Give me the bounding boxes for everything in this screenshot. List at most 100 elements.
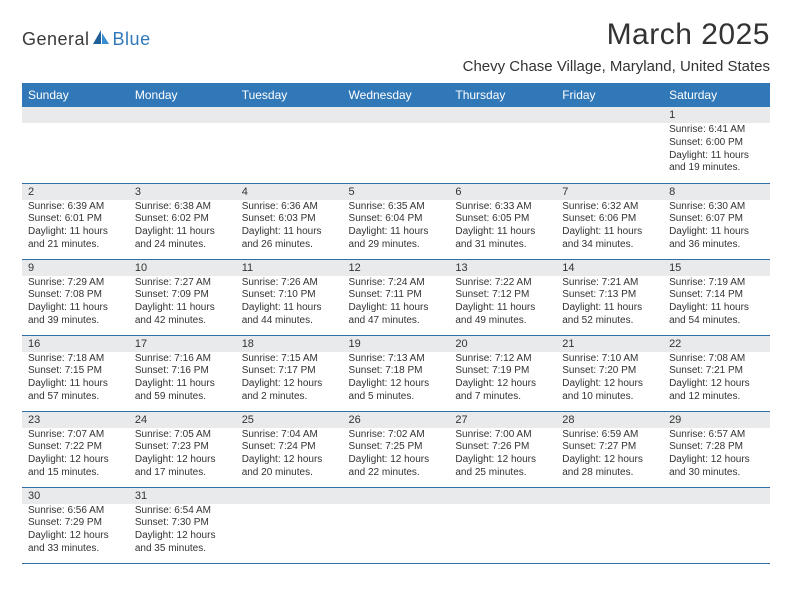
day-info: Sunrise: 6:41 AMSunset: 6:00 PMDaylight:… [663, 123, 770, 177]
day-cell: 16Sunrise: 7:18 AMSunset: 7:15 PMDayligh… [22, 335, 129, 411]
dayhead-monday: Monday [129, 83, 236, 107]
day-cell: 12Sunrise: 7:24 AMSunset: 7:11 PMDayligh… [343, 259, 450, 335]
day-info: Sunrise: 6:32 AMSunset: 6:06 PMDaylight:… [556, 200, 663, 254]
week-row: 30Sunrise: 6:56 AMSunset: 7:29 PMDayligh… [22, 487, 770, 563]
day-number: 7 [556, 184, 663, 200]
day-cell: 7Sunrise: 6:32 AMSunset: 6:06 PMDaylight… [556, 183, 663, 259]
day-number: 20 [449, 336, 556, 352]
day-number: 21 [556, 336, 663, 352]
day-cell [663, 487, 770, 563]
day-cell: 8Sunrise: 6:30 AMSunset: 6:07 PMDaylight… [663, 183, 770, 259]
day-cell: 29Sunrise: 6:57 AMSunset: 7:28 PMDayligh… [663, 411, 770, 487]
day-info: Sunrise: 6:33 AMSunset: 6:05 PMDaylight:… [449, 200, 556, 254]
day-number: 29 [663, 412, 770, 428]
day-cell: 14Sunrise: 7:21 AMSunset: 7:13 PMDayligh… [556, 259, 663, 335]
day-cell: 18Sunrise: 7:15 AMSunset: 7:17 PMDayligh… [236, 335, 343, 411]
daynum-empty [449, 107, 556, 123]
day-cell: 3Sunrise: 6:38 AMSunset: 6:02 PMDaylight… [129, 183, 236, 259]
day-cell: 24Sunrise: 7:05 AMSunset: 7:23 PMDayligh… [129, 411, 236, 487]
day-cell: 23Sunrise: 7:07 AMSunset: 7:22 PMDayligh… [22, 411, 129, 487]
day-number: 12 [343, 260, 450, 276]
logo: General Blue [22, 28, 151, 51]
day-number: 18 [236, 336, 343, 352]
daynum-empty [343, 107, 450, 123]
day-number: 4 [236, 184, 343, 200]
day-cell: 19Sunrise: 7:13 AMSunset: 7:18 PMDayligh… [343, 335, 450, 411]
dayhead-thursday: Thursday [449, 83, 556, 107]
calendar-head: SundayMondayTuesdayWednesdayThursdayFrid… [22, 83, 770, 107]
calendar-table: SundayMondayTuesdayWednesdayThursdayFrid… [22, 83, 770, 564]
day-number: 19 [343, 336, 450, 352]
day-cell: 26Sunrise: 7:02 AMSunset: 7:25 PMDayligh… [343, 411, 450, 487]
day-info: Sunrise: 7:10 AMSunset: 7:20 PMDaylight:… [556, 352, 663, 406]
day-number: 24 [129, 412, 236, 428]
calendar-body: 1Sunrise: 6:41 AMSunset: 6:00 PMDaylight… [22, 107, 770, 563]
title-block: March 2025 Chevy Chase Village, Maryland… [463, 18, 770, 75]
daynum-empty [449, 488, 556, 504]
location-text: Chevy Chase Village, Maryland, United St… [463, 58, 770, 75]
week-row: 2Sunrise: 6:39 AMSunset: 6:01 PMDaylight… [22, 183, 770, 259]
day-number: 31 [129, 488, 236, 504]
day-cell: 10Sunrise: 7:27 AMSunset: 7:09 PMDayligh… [129, 259, 236, 335]
day-cell: 22Sunrise: 7:08 AMSunset: 7:21 PMDayligh… [663, 335, 770, 411]
dayhead-saturday: Saturday [663, 83, 770, 107]
calendar-page: General Blue March 2025 Chevy Chase Vill… [0, 0, 792, 564]
day-number: 16 [22, 336, 129, 352]
day-number: 22 [663, 336, 770, 352]
day-cell: 4Sunrise: 6:36 AMSunset: 6:03 PMDaylight… [236, 183, 343, 259]
day-cell [343, 107, 450, 183]
day-cell: 5Sunrise: 6:35 AMSunset: 6:04 PMDaylight… [343, 183, 450, 259]
week-row: 23Sunrise: 7:07 AMSunset: 7:22 PMDayligh… [22, 411, 770, 487]
day-cell: 1Sunrise: 6:41 AMSunset: 6:00 PMDaylight… [663, 107, 770, 183]
day-info: Sunrise: 6:38 AMSunset: 6:02 PMDaylight:… [129, 200, 236, 254]
day-cell [129, 107, 236, 183]
day-info: Sunrise: 7:19 AMSunset: 7:14 PMDaylight:… [663, 276, 770, 330]
day-info: Sunrise: 7:15 AMSunset: 7:17 PMDaylight:… [236, 352, 343, 406]
daynum-empty [22, 107, 129, 123]
week-row: 1Sunrise: 6:41 AMSunset: 6:00 PMDaylight… [22, 107, 770, 183]
day-cell: 21Sunrise: 7:10 AMSunset: 7:20 PMDayligh… [556, 335, 663, 411]
day-cell: 25Sunrise: 7:04 AMSunset: 7:24 PMDayligh… [236, 411, 343, 487]
month-title: March 2025 [463, 18, 770, 52]
day-info: Sunrise: 7:04 AMSunset: 7:24 PMDaylight:… [236, 428, 343, 482]
day-cell: 6Sunrise: 6:33 AMSunset: 6:05 PMDaylight… [449, 183, 556, 259]
day-number: 17 [129, 336, 236, 352]
day-number: 10 [129, 260, 236, 276]
day-cell: 28Sunrise: 6:59 AMSunset: 7:27 PMDayligh… [556, 411, 663, 487]
day-info: Sunrise: 7:16 AMSunset: 7:16 PMDaylight:… [129, 352, 236, 406]
day-number: 2 [22, 184, 129, 200]
day-info: Sunrise: 6:36 AMSunset: 6:03 PMDaylight:… [236, 200, 343, 254]
sail-icon [91, 28, 111, 51]
day-cell: 30Sunrise: 6:56 AMSunset: 7:29 PMDayligh… [22, 487, 129, 563]
day-number: 23 [22, 412, 129, 428]
day-info: Sunrise: 7:29 AMSunset: 7:08 PMDaylight:… [22, 276, 129, 330]
day-number: 27 [449, 412, 556, 428]
week-row: 9Sunrise: 7:29 AMSunset: 7:08 PMDaylight… [22, 259, 770, 335]
day-number: 13 [449, 260, 556, 276]
day-number: 9 [22, 260, 129, 276]
day-number: 14 [556, 260, 663, 276]
day-number: 11 [236, 260, 343, 276]
day-cell: 15Sunrise: 7:19 AMSunset: 7:14 PMDayligh… [663, 259, 770, 335]
logo-text-blue: Blue [113, 29, 151, 50]
day-info: Sunrise: 7:02 AMSunset: 7:25 PMDaylight:… [343, 428, 450, 482]
day-cell [449, 487, 556, 563]
day-cell: 17Sunrise: 7:16 AMSunset: 7:16 PMDayligh… [129, 335, 236, 411]
week-row: 16Sunrise: 7:18 AMSunset: 7:15 PMDayligh… [22, 335, 770, 411]
day-cell [236, 487, 343, 563]
day-info: Sunrise: 7:13 AMSunset: 7:18 PMDaylight:… [343, 352, 450, 406]
dayhead-sunday: Sunday [22, 83, 129, 107]
day-cell [343, 487, 450, 563]
day-cell: 2Sunrise: 6:39 AMSunset: 6:01 PMDaylight… [22, 183, 129, 259]
day-number: 8 [663, 184, 770, 200]
day-info: Sunrise: 6:39 AMSunset: 6:01 PMDaylight:… [22, 200, 129, 254]
day-info: Sunrise: 7:24 AMSunset: 7:11 PMDaylight:… [343, 276, 450, 330]
day-info: Sunrise: 7:12 AMSunset: 7:19 PMDaylight:… [449, 352, 556, 406]
dayhead-tuesday: Tuesday [236, 83, 343, 107]
daynum-empty [663, 488, 770, 504]
day-info: Sunrise: 6:59 AMSunset: 7:27 PMDaylight:… [556, 428, 663, 482]
dayhead-row: SundayMondayTuesdayWednesdayThursdayFrid… [22, 83, 770, 107]
day-number: 3 [129, 184, 236, 200]
dayhead-friday: Friday [556, 83, 663, 107]
day-info: Sunrise: 7:22 AMSunset: 7:12 PMDaylight:… [449, 276, 556, 330]
